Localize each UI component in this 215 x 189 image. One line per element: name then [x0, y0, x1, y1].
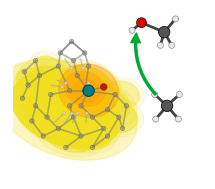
- Circle shape: [56, 126, 61, 131]
- Ellipse shape: [29, 51, 73, 92]
- Circle shape: [58, 51, 63, 55]
- Circle shape: [71, 58, 76, 63]
- Circle shape: [86, 64, 91, 68]
- Ellipse shape: [68, 119, 117, 153]
- Circle shape: [176, 91, 182, 98]
- Circle shape: [30, 119, 34, 123]
- Circle shape: [22, 70, 27, 74]
- Circle shape: [113, 92, 117, 97]
- Ellipse shape: [57, 65, 113, 105]
- Circle shape: [26, 83, 30, 87]
- Ellipse shape: [46, 101, 112, 144]
- Ellipse shape: [96, 102, 138, 132]
- Circle shape: [69, 39, 74, 44]
- Ellipse shape: [11, 71, 121, 149]
- Circle shape: [83, 51, 87, 55]
- Circle shape: [137, 18, 146, 28]
- Ellipse shape: [74, 123, 111, 149]
- Ellipse shape: [37, 95, 122, 150]
- Circle shape: [45, 115, 49, 119]
- Ellipse shape: [17, 90, 46, 118]
- Circle shape: [64, 82, 68, 85]
- Circle shape: [71, 115, 76, 119]
- Circle shape: [101, 126, 106, 131]
- Circle shape: [37, 73, 42, 78]
- Circle shape: [68, 88, 72, 93]
- Ellipse shape: [106, 81, 139, 108]
- Circle shape: [68, 104, 72, 108]
- Circle shape: [161, 100, 173, 112]
- Ellipse shape: [64, 71, 105, 106]
- Ellipse shape: [17, 68, 55, 102]
- Circle shape: [83, 88, 87, 93]
- Circle shape: [120, 126, 125, 131]
- Circle shape: [70, 67, 73, 70]
- Circle shape: [117, 115, 121, 119]
- Circle shape: [175, 116, 181, 122]
- Ellipse shape: [34, 56, 68, 88]
- Circle shape: [91, 85, 94, 88]
- Circle shape: [129, 27, 135, 33]
- Circle shape: [169, 42, 175, 48]
- Circle shape: [41, 134, 46, 138]
- Ellipse shape: [14, 58, 96, 131]
- Circle shape: [158, 26, 170, 38]
- Ellipse shape: [18, 93, 76, 141]
- Circle shape: [157, 42, 163, 48]
- Circle shape: [33, 58, 38, 63]
- Ellipse shape: [25, 99, 70, 136]
- Ellipse shape: [44, 120, 95, 152]
- Circle shape: [83, 85, 94, 96]
- Circle shape: [90, 145, 95, 150]
- Circle shape: [61, 85, 64, 88]
- Ellipse shape: [23, 66, 86, 123]
- Circle shape: [153, 116, 159, 122]
- Ellipse shape: [90, 97, 144, 137]
- Circle shape: [100, 84, 107, 90]
- Circle shape: [63, 112, 66, 115]
- Circle shape: [20, 96, 25, 101]
- Ellipse shape: [74, 79, 100, 102]
- Circle shape: [85, 112, 88, 115]
- Circle shape: [49, 92, 53, 97]
- Circle shape: [33, 104, 38, 108]
- Circle shape: [81, 67, 84, 70]
- Circle shape: [79, 104, 83, 108]
- Ellipse shape: [78, 86, 129, 122]
- Circle shape: [152, 91, 158, 98]
- Circle shape: [87, 82, 90, 85]
- Circle shape: [75, 73, 80, 78]
- Ellipse shape: [13, 85, 51, 123]
- Circle shape: [76, 112, 79, 115]
- Circle shape: [105, 134, 110, 138]
- Ellipse shape: [36, 115, 103, 157]
- Circle shape: [90, 115, 95, 119]
- Circle shape: [105, 107, 110, 112]
- Ellipse shape: [49, 60, 121, 111]
- Circle shape: [70, 112, 73, 115]
- Ellipse shape: [0, 59, 137, 160]
- FancyArrowPatch shape: [131, 33, 157, 95]
- Ellipse shape: [59, 64, 119, 117]
- Circle shape: [56, 64, 61, 68]
- Circle shape: [172, 16, 179, 22]
- Circle shape: [64, 145, 68, 150]
- Ellipse shape: [11, 63, 61, 107]
- Ellipse shape: [101, 77, 144, 112]
- Circle shape: [124, 104, 129, 108]
- Ellipse shape: [71, 80, 137, 128]
- Circle shape: [79, 134, 83, 138]
